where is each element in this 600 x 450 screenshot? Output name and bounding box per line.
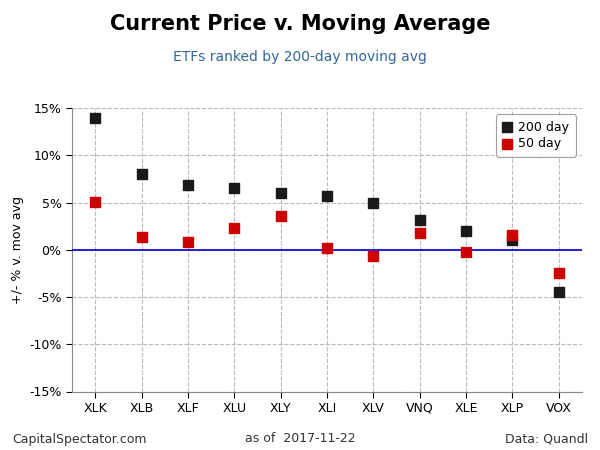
Text: Current Price v. Moving Average: Current Price v. Moving Average [110,14,490,33]
200 day [461,227,471,234]
50 day [461,248,471,255]
50 day [229,225,239,232]
200 day [137,171,146,178]
200 day [183,182,193,189]
200 day [415,216,425,223]
50 day [276,212,286,219]
200 day [554,289,563,296]
200 day [508,237,517,244]
200 day [276,189,286,197]
50 day [183,238,193,246]
Text: as of  2017-11-22: as of 2017-11-22 [245,432,355,446]
50 day [322,244,332,252]
50 day [368,253,378,260]
50 day [415,229,425,236]
200 day [322,192,332,199]
50 day [91,198,100,205]
Text: Data: Quandl: Data: Quandl [505,432,588,446]
50 day [137,234,146,241]
Text: CapitalSpectator.com: CapitalSpectator.com [12,432,146,446]
Legend: 200 day, 50 day: 200 day, 50 day [496,114,576,157]
200 day [368,199,378,206]
200 day [91,115,100,122]
50 day [508,231,517,238]
50 day [554,270,563,277]
200 day [229,184,239,192]
Y-axis label: +/- % v. mov avg: +/- % v. mov avg [11,196,23,304]
Text: ETFs ranked by 200-day moving avg: ETFs ranked by 200-day moving avg [173,50,427,63]
